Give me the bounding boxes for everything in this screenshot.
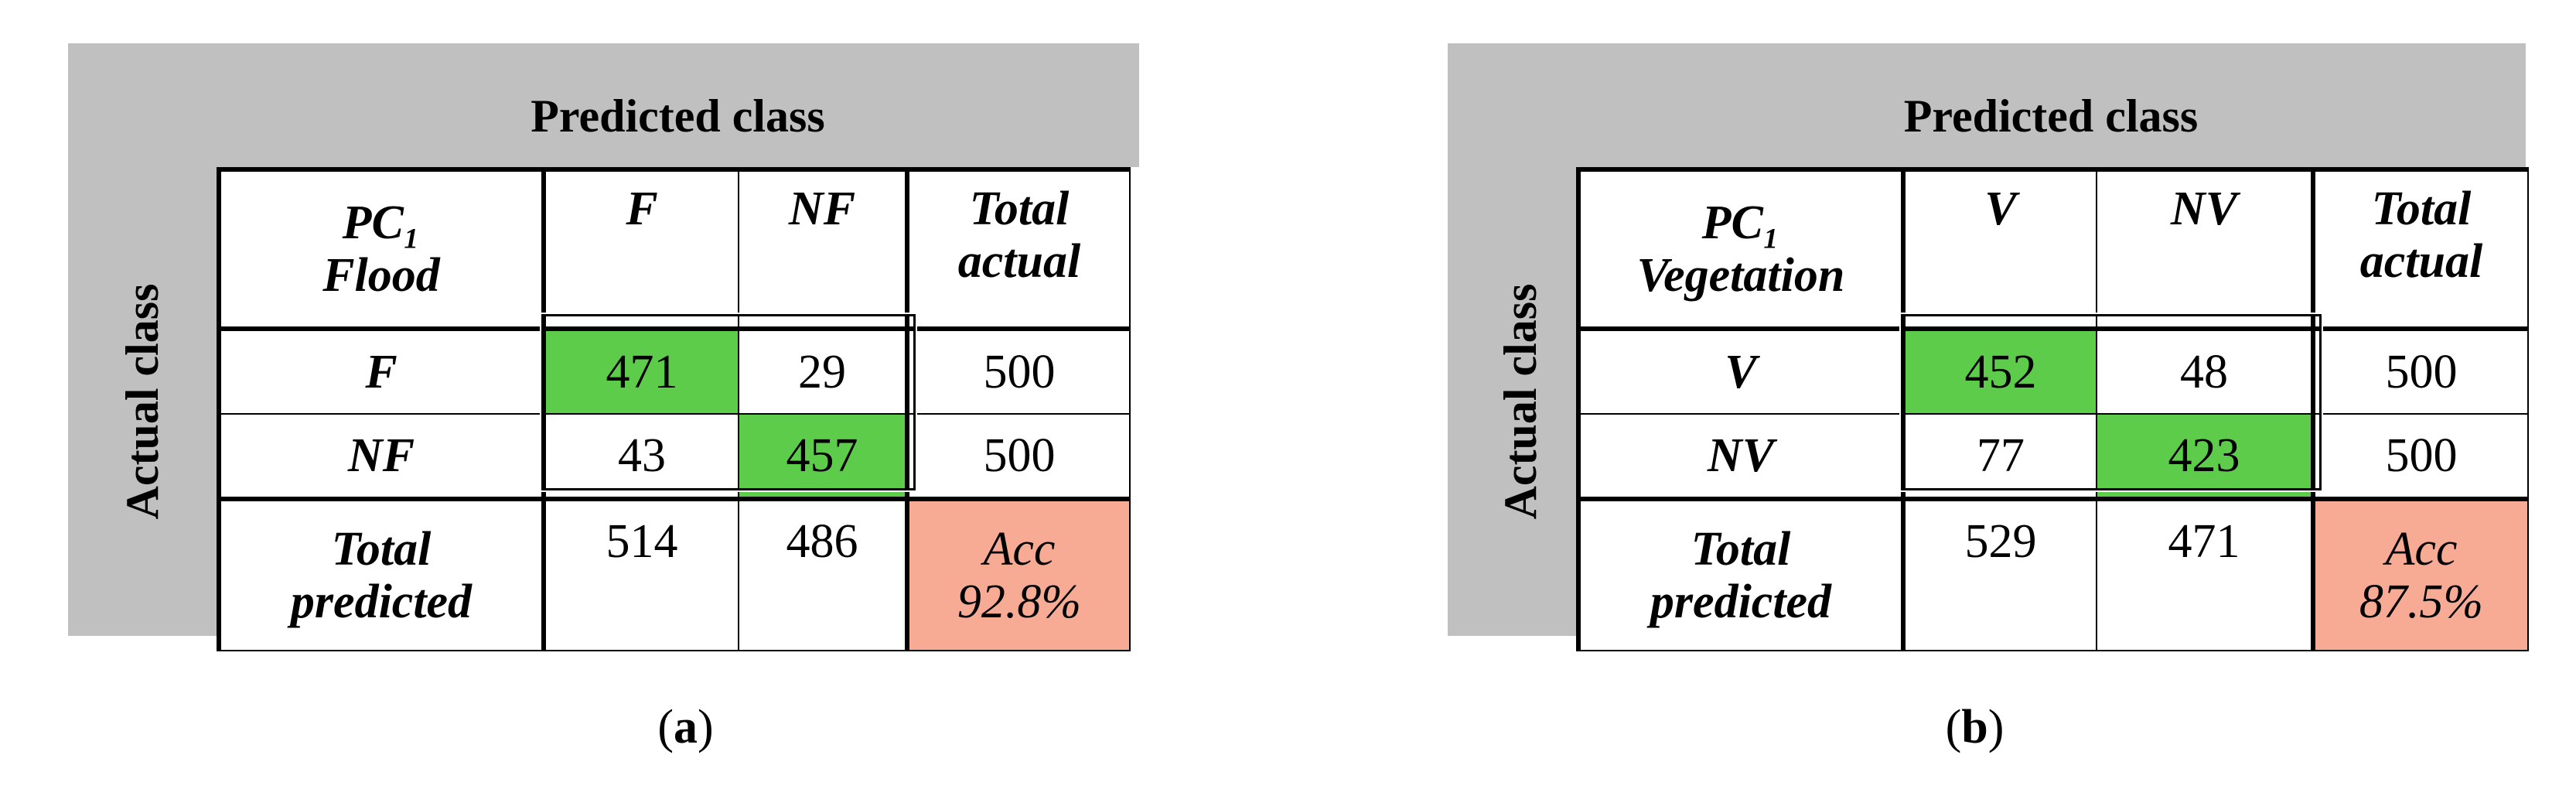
total-actual-line2: actual [957, 235, 1081, 288]
row-header-negative: NV [1576, 413, 1906, 501]
corner-line1: PC₁ [342, 196, 421, 249]
corner-line1: PC₁ [1701, 196, 1780, 249]
accuracy-value: 92.8% [957, 576, 1082, 628]
row-header-positive: V [1576, 328, 1906, 415]
col-total-positive: 514 [543, 498, 739, 651]
true-negative-cell: 457 [738, 413, 908, 501]
row-total-positive: 500 [905, 328, 1131, 415]
total-predicted-line2: predicted [290, 576, 473, 628]
false-positive-cell: 77 [1902, 413, 2097, 501]
confusion-table: PC₁ Flood F NF Total actual F 471 29 500 N… [217, 167, 1131, 651]
corner-cell: PC₁ Vegetation [1576, 169, 1906, 331]
row-total-negative: 500 [905, 413, 1131, 501]
corner-cell: PC₁ Flood [217, 169, 546, 331]
col-header-positive: V [1902, 169, 2097, 331]
confusion-table: PC₁ Vegetation V NV Total actual V 452 48 … [1576, 167, 2529, 651]
accuracy-label: Acc [983, 523, 1056, 576]
true-positive-cell: 452 [1902, 328, 2097, 415]
total-predicted-line1: Total [1691, 523, 1791, 576]
total-actual-line2: actual [2359, 235, 2483, 288]
confusion-matrix-flood: Predicted class Actual class PC₁ Flood F … [0, 0, 1237, 803]
col-header-total-actual: Total actual [2311, 169, 2529, 331]
corner-line2: Flood [322, 249, 440, 302]
caption: (a) [657, 701, 714, 753]
side-band [68, 167, 217, 636]
accuracy-label: Acc [2385, 523, 2458, 576]
header-band [1448, 43, 2526, 167]
caption-letter: a [674, 701, 698, 753]
side-band [1448, 167, 1596, 636]
accuracy-value: 87.5% [2359, 576, 2484, 628]
actual-class-label: Actual class [1495, 283, 1546, 520]
row-header-negative: NF [217, 413, 546, 501]
col-total-negative: 471 [2096, 498, 2314, 651]
total-predicted-label: Total predicted [217, 498, 546, 651]
total-actual-line1: Total [2371, 183, 2472, 235]
caption: (b) [1945, 701, 2005, 753]
actual-class-label: Actual class [117, 283, 168, 520]
col-total-positive: 529 [1902, 498, 2097, 651]
true-negative-cell: 423 [2096, 413, 2314, 501]
true-positive-cell: 471 [543, 328, 739, 415]
col-header-positive: F [543, 169, 739, 331]
predicted-class-label: Predicted class [531, 91, 825, 142]
accuracy-cell: Acc 87.5% [2311, 498, 2529, 651]
false-positive-cell: 43 [543, 413, 739, 501]
row-header-positive: F [217, 328, 546, 415]
col-total-negative: 486 [738, 498, 908, 651]
header-band [68, 43, 1139, 167]
col-header-total-actual: Total actual [905, 169, 1131, 331]
row-total-negative: 500 [2311, 413, 2529, 501]
col-header-negative: NF [738, 169, 908, 331]
accuracy-cell: Acc 92.8% [905, 498, 1131, 651]
total-actual-line1: Total [969, 183, 1070, 235]
col-header-negative: NV [2096, 169, 2314, 331]
corner-line2: Vegetation [1636, 249, 1845, 302]
predicted-class-label: Predicted class [1903, 91, 2199, 142]
false-negative-cell: 48 [2096, 328, 2314, 415]
confusion-matrix-vegetation: Predicted class Actual class PC₁ Vegetati… [1373, 0, 2576, 803]
total-predicted-label: Total predicted [1576, 498, 1906, 651]
total-predicted-line1: Total [331, 523, 432, 576]
row-total-positive: 500 [2311, 328, 2529, 415]
false-negative-cell: 29 [738, 328, 908, 415]
total-predicted-line2: predicted [1650, 576, 1832, 628]
caption-letter: b [1961, 701, 1988, 753]
